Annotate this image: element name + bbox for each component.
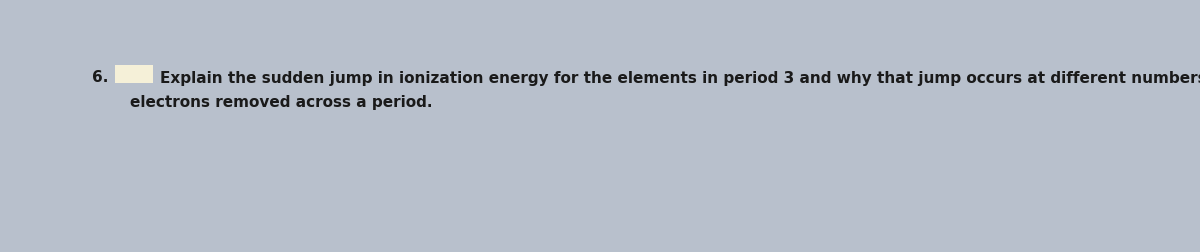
FancyBboxPatch shape — [115, 65, 154, 83]
Text: electrons removed across a period.: electrons removed across a period. — [130, 96, 432, 110]
Text: 6.: 6. — [92, 71, 108, 85]
Text: Explain the sudden jump in ionization energy for the elements in period 3 and wh: Explain the sudden jump in ionization en… — [160, 71, 1200, 85]
